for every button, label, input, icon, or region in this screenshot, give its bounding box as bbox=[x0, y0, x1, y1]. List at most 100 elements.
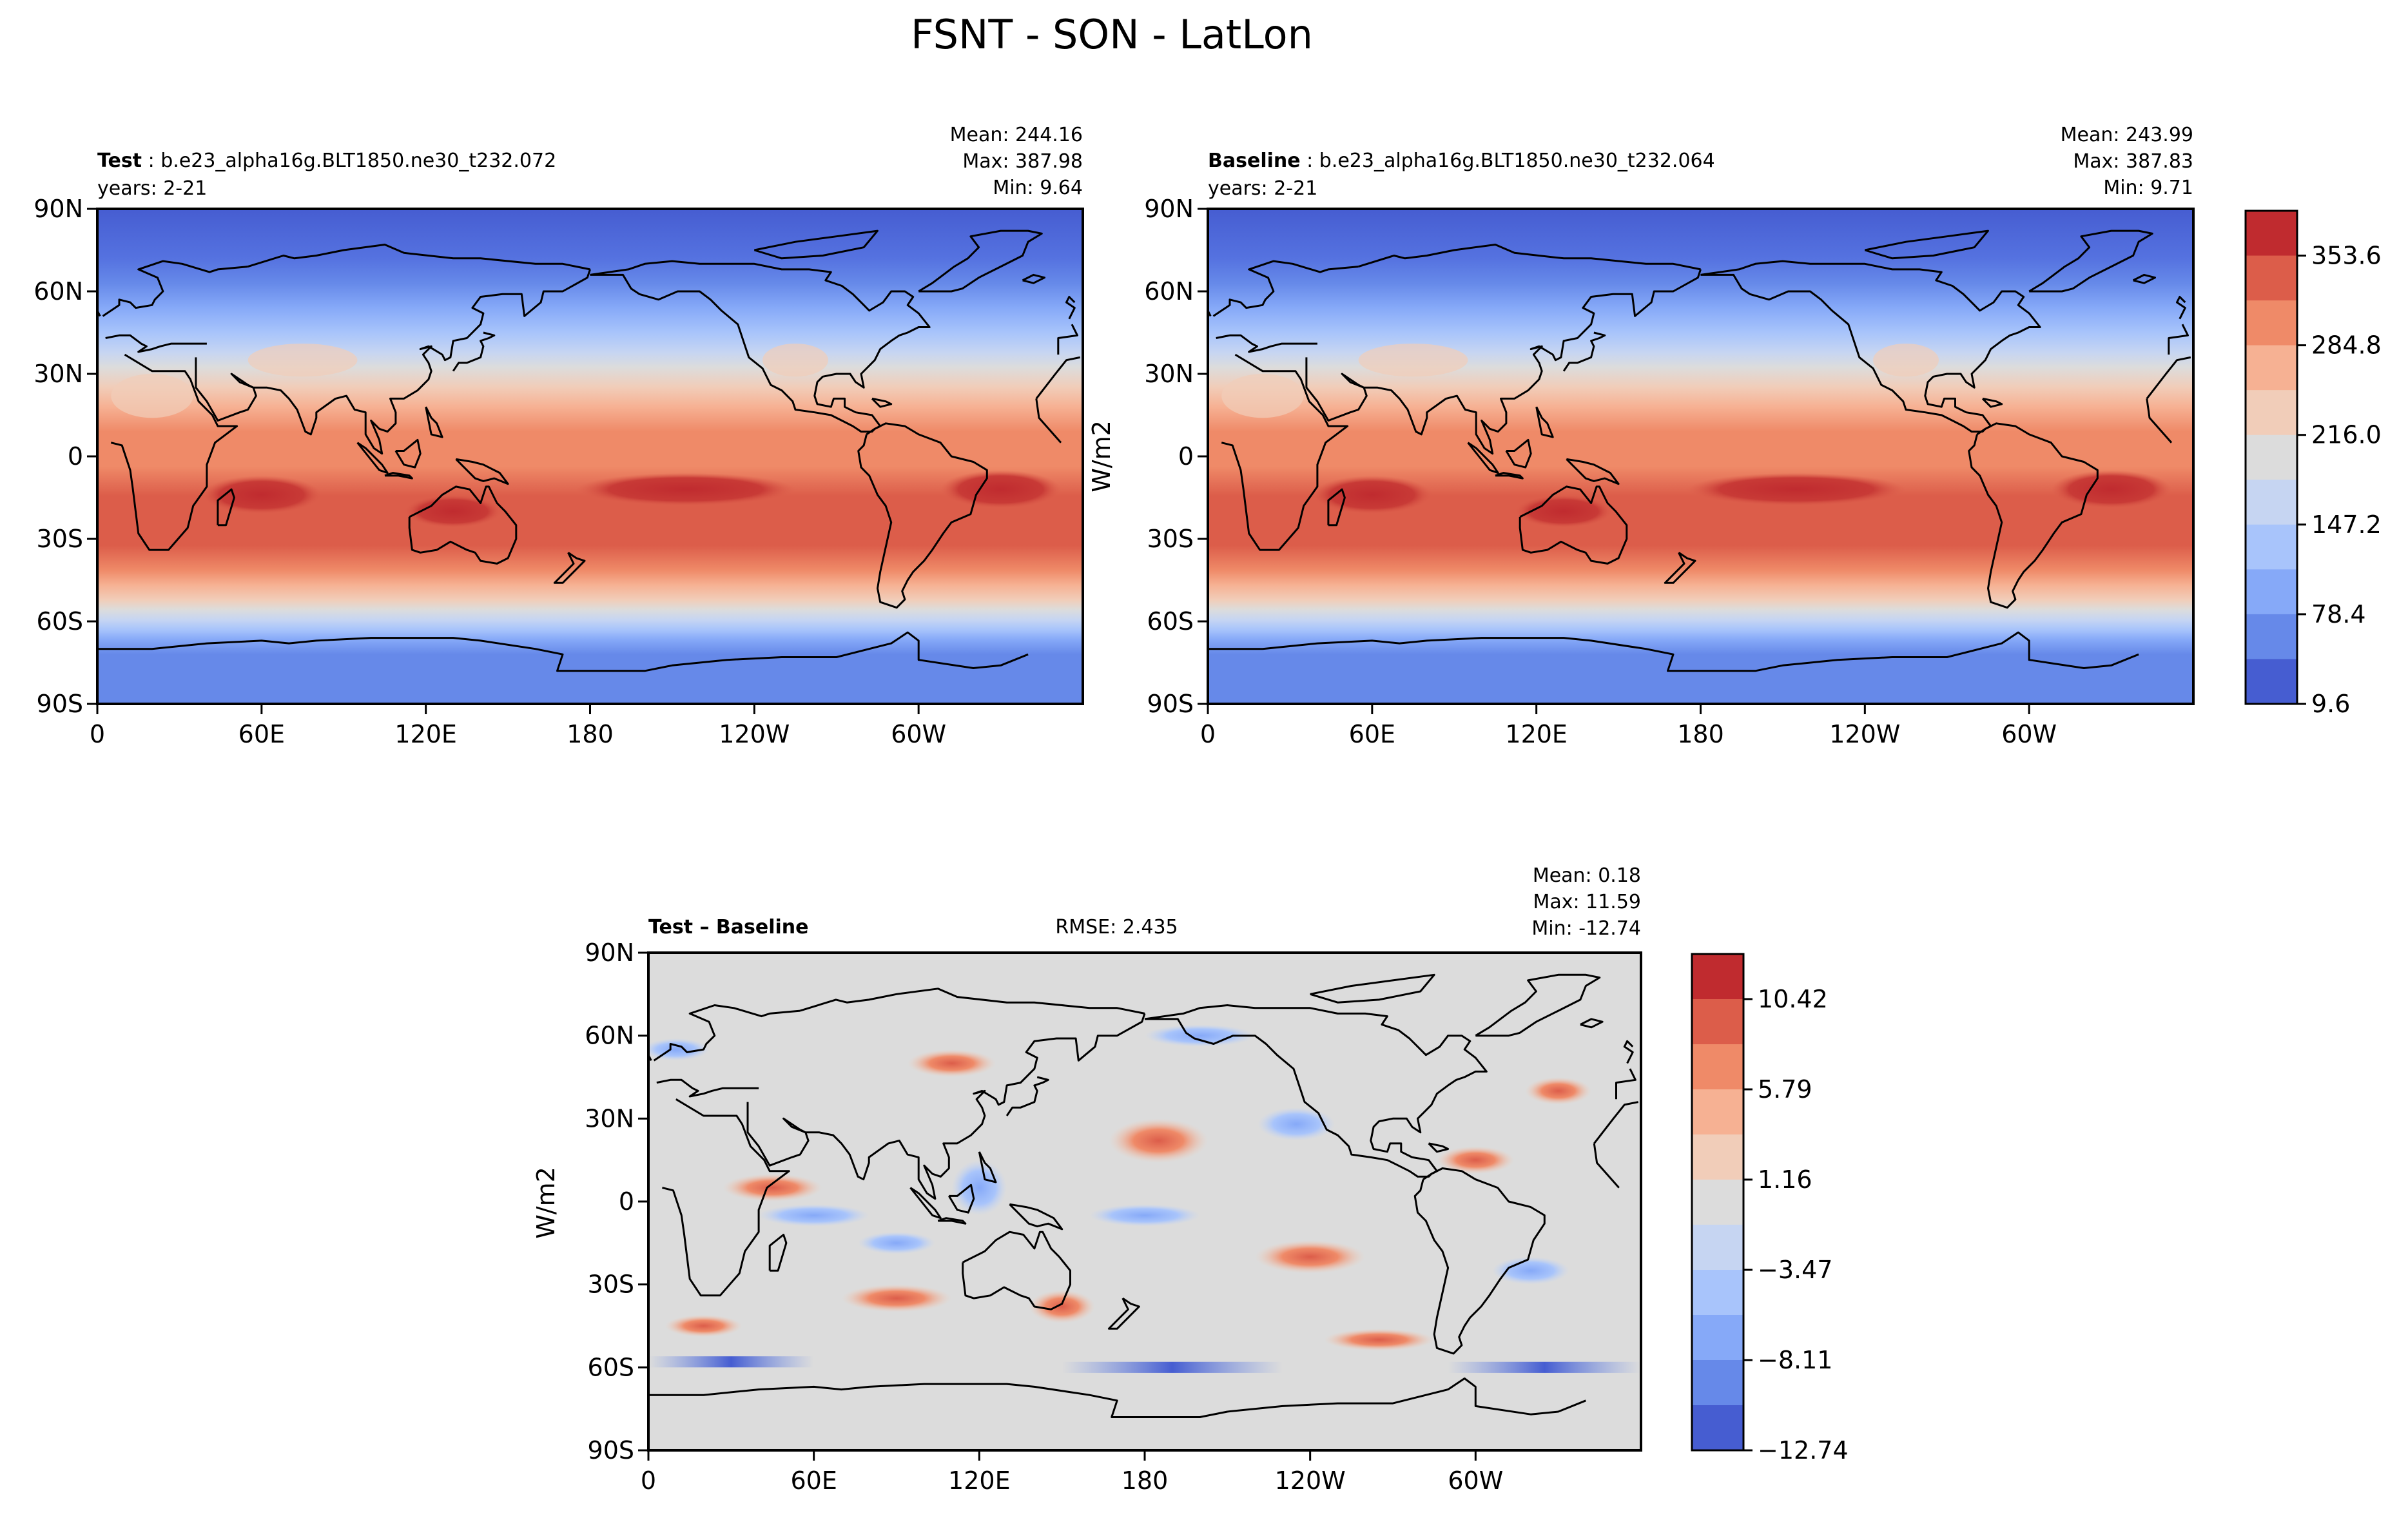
positive-difference-patch bbox=[908, 1049, 996, 1077]
coastline-japan bbox=[1562, 331, 1606, 372]
negative-difference-patch bbox=[951, 1160, 1007, 1216]
coastline-uk bbox=[1065, 296, 1076, 320]
colorbar-tick-label: 78.4 bbox=[2311, 600, 2366, 628]
coastline-siberia bbox=[248, 244, 590, 271]
coastline-mediterranean bbox=[1216, 334, 1317, 353]
coastline-greenland bbox=[2028, 229, 2153, 293]
map-field bbox=[1208, 209, 2193, 704]
coastlines bbox=[1208, 229, 2191, 672]
y-tick-label: 30S bbox=[1147, 525, 1194, 553]
coastline-australia bbox=[408, 485, 518, 565]
coastline-nz bbox=[1107, 1297, 1140, 1330]
colorbar-segment bbox=[1692, 1225, 1743, 1270]
colorbar-tick-label: 9.6 bbox=[2311, 690, 2350, 718]
colorbar-segment bbox=[1692, 1044, 1743, 1090]
colorbar-tick-label: 284.8 bbox=[2311, 331, 2382, 360]
coastline-iceland bbox=[1022, 273, 1045, 284]
x-tick-label: 0 bbox=[641, 1466, 656, 1495]
coastline-namerica bbox=[1700, 260, 2041, 433]
field-maximum-patch bbox=[940, 470, 1062, 509]
coastline-borneo bbox=[394, 438, 422, 469]
panel-years: years: 2-21 bbox=[97, 177, 207, 200]
positive-difference-patch bbox=[723, 1174, 822, 1202]
coastline-arctic_is bbox=[753, 229, 879, 260]
panel-years: years: 2-21 bbox=[1208, 177, 1317, 200]
field-maximum-patch bbox=[2051, 470, 2172, 509]
x-tick-label: 120E bbox=[394, 720, 457, 748]
colorbar-segment bbox=[2246, 659, 2297, 705]
colorbar-segment bbox=[2246, 255, 2297, 301]
panel-label: Test – Baseline bbox=[648, 916, 809, 939]
y-tick-label: 60N bbox=[585, 1022, 634, 1050]
coastline-uk bbox=[2176, 296, 2186, 320]
coastline-australia bbox=[962, 1231, 1071, 1310]
y-tick-label: 90S bbox=[1147, 690, 1194, 718]
zonal-band-field bbox=[97, 209, 1083, 704]
colorbar-segment bbox=[2246, 569, 2297, 615]
colorbar-segment bbox=[2246, 614, 2297, 660]
coastline-africa bbox=[2146, 398, 2173, 443]
colorbar-segment bbox=[2246, 345, 2297, 391]
x-tick-label: 0 bbox=[1200, 720, 1216, 748]
panel-stat: Min: -12.74 bbox=[1531, 917, 1641, 940]
y-tick-label: 90N bbox=[585, 939, 634, 967]
map-field bbox=[648, 953, 1641, 1450]
coastline-australia bbox=[1519, 485, 1628, 565]
y-tick-label: 60S bbox=[37, 607, 83, 636]
negative-difference-band bbox=[648, 1356, 814, 1368]
panel-label-case: : b.e23_alpha16g.BLT1850.ne30_t232.064 bbox=[1301, 150, 1715, 172]
coastline-greenland bbox=[918, 229, 1043, 293]
coastline-africa bbox=[1035, 398, 1062, 443]
colorbar-segment bbox=[1692, 999, 1743, 1045]
coastline-namerica bbox=[1144, 1004, 1488, 1178]
panel-label-bold: Test bbox=[97, 150, 142, 172]
colorbar-tick-label: −3.47 bbox=[1758, 1256, 1832, 1284]
y-tick-label: 90N bbox=[34, 195, 83, 223]
field-light-patch bbox=[1358, 344, 1468, 377]
coastline-arctic_is bbox=[1310, 973, 1435, 1004]
coastline-nz bbox=[1664, 552, 1696, 584]
y-tick-label: 30N bbox=[34, 360, 83, 388]
coastline-mediterranean bbox=[105, 334, 207, 353]
positive-difference-patch bbox=[665, 1314, 743, 1338]
coastline-borneo bbox=[1505, 438, 1532, 469]
coastline-mediterranean bbox=[656, 1078, 759, 1098]
colorbar-segment bbox=[1692, 1360, 1743, 1406]
coastline-newguinea bbox=[455, 458, 509, 485]
positive-difference-patch bbox=[841, 1284, 952, 1312]
colorbar-full-field: 353.6 284.8 216.0 147.2 78.4 9.6 bbox=[2244, 209, 2382, 718]
field-maximum-patch bbox=[1687, 472, 1907, 506]
x-tick-label: 60W bbox=[891, 720, 946, 748]
colorbar-segment bbox=[2246, 524, 2297, 570]
colorbar-segment bbox=[1692, 1405, 1743, 1451]
coastline-newguinea bbox=[1566, 458, 1620, 485]
coastline-africa bbox=[1593, 1143, 1620, 1189]
coastline-madagascar bbox=[1327, 488, 1346, 527]
baseline-map-panel: 0 60E 120E 180 120W 60W 90N 60N 30N 0 30S 60S 90S Bas… bbox=[1087, 124, 2195, 748]
coastline-indonesia1 bbox=[356, 442, 389, 474]
field-light-patch bbox=[111, 374, 193, 418]
coastline-europe bbox=[2168, 324, 2189, 355]
colorbar-tick-label: 10.42 bbox=[1758, 985, 1828, 1013]
coastline-europe bbox=[1615, 1068, 1636, 1100]
panel-label: Test : b.e23_alpha16g.BLT1850.ne30_t232.… bbox=[97, 150, 556, 172]
coastline-siberia bbox=[799, 988, 1145, 1015]
coastline-africa bbox=[1221, 353, 1349, 551]
colorbar-tick-label: 216.0 bbox=[2311, 421, 2382, 449]
coastline-samerica bbox=[1413, 1167, 1546, 1355]
x-tick-label: 60E bbox=[238, 720, 285, 748]
coastline-iceland bbox=[2132, 273, 2156, 284]
negative-difference-patch bbox=[759, 1204, 869, 1227]
coastlines bbox=[97, 229, 1081, 672]
colorbar-segment bbox=[1692, 1270, 1743, 1316]
coastline-antarctica bbox=[97, 631, 1029, 672]
colorbar-tick-label: −12.74 bbox=[1758, 1436, 1849, 1464]
positive-difference-patch bbox=[1525, 1077, 1592, 1105]
coastline-europe bbox=[1057, 324, 1078, 355]
x-tick-label: 60E bbox=[790, 1466, 837, 1495]
test-map-panel: 0 60E 120E 180 120W 60W 90N 60N 30N 0 30S 60S 90S Tes… bbox=[34, 124, 1084, 748]
coastline-siberia bbox=[1358, 244, 1701, 271]
panel-stat: Mean: 244.16 bbox=[950, 124, 1083, 146]
coastline-antarctica bbox=[1208, 631, 2139, 672]
positive-difference-patch bbox=[1255, 1240, 1366, 1274]
